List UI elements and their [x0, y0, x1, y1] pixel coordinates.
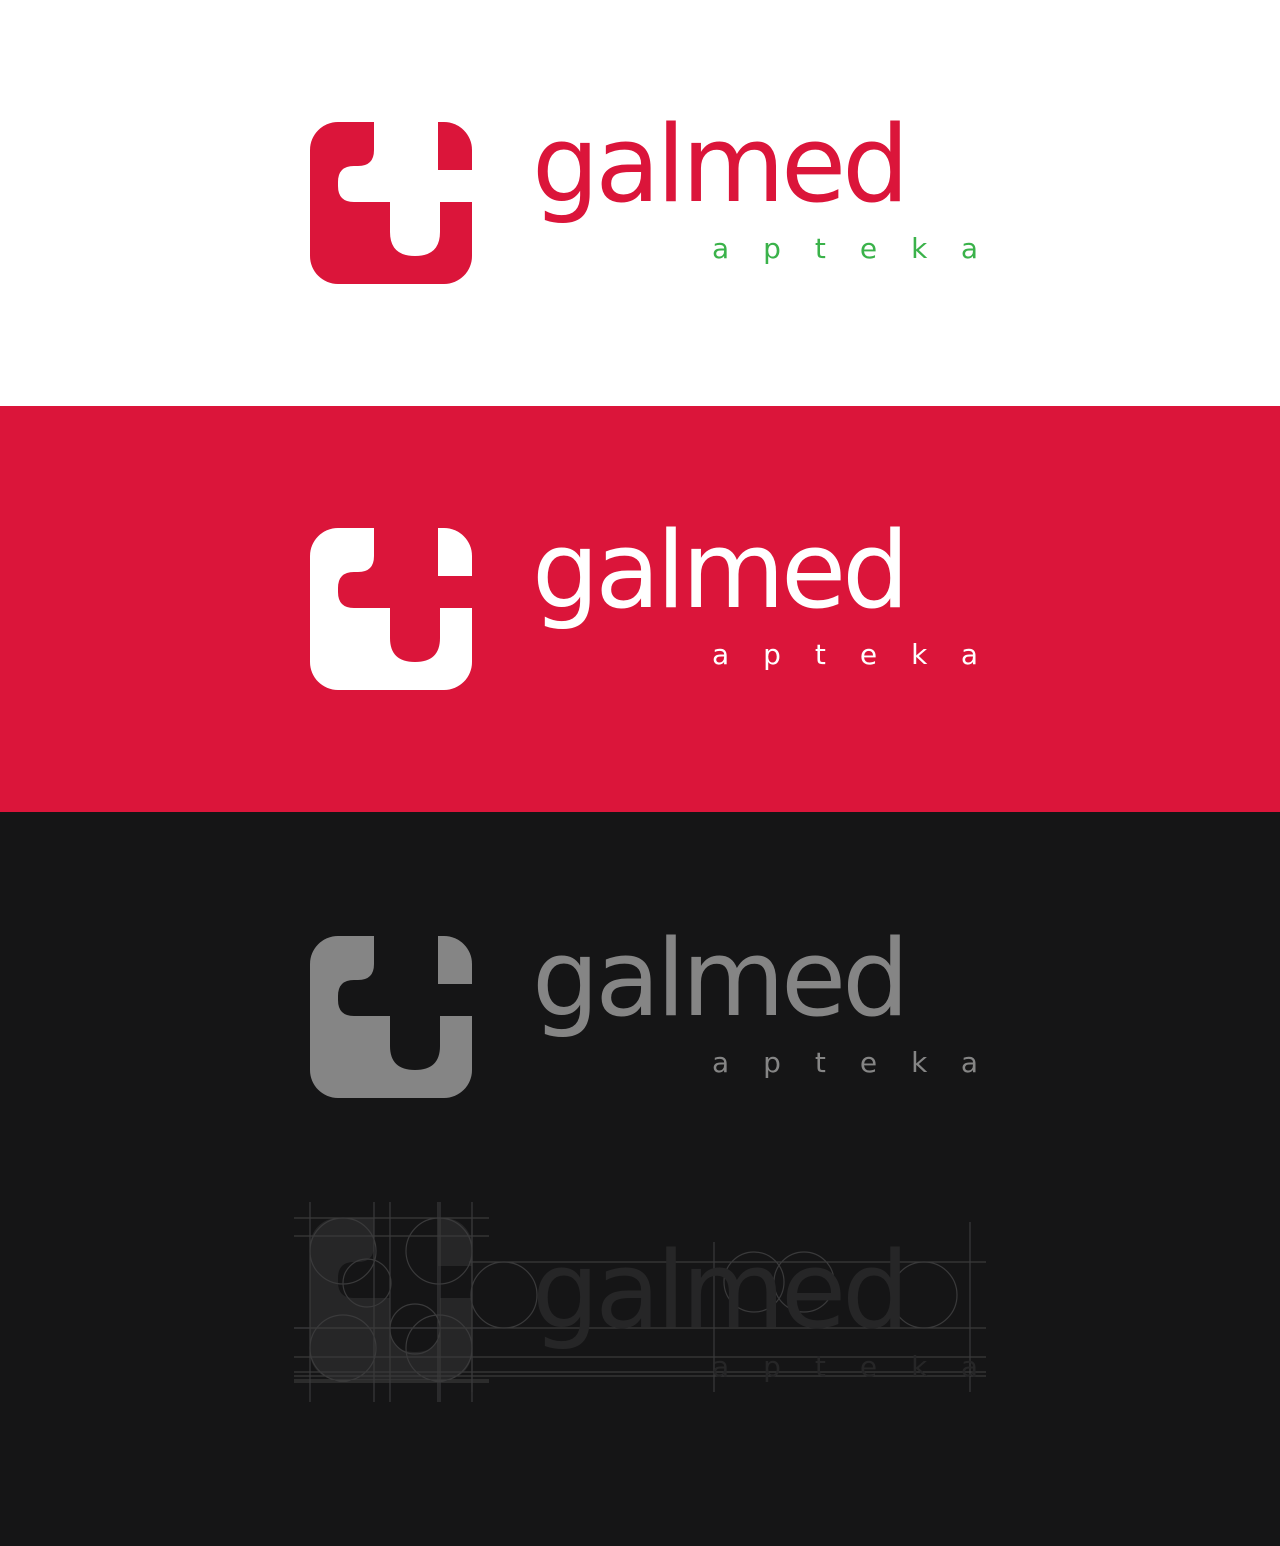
brand-subtitle: apteka: [712, 638, 1013, 671]
brand-name: galmed: [532, 103, 909, 226]
galmed-logo: galmed apteka: [310, 518, 1013, 690]
logo-panel-red: galmed apteka: [0, 406, 1280, 812]
brand-name: galmed: [532, 509, 909, 632]
brand-subtitle: apteka: [712, 232, 1013, 265]
logo-panel-white: galmed apteka: [0, 0, 1280, 406]
logo-construction-grid: galmed apteka: [294, 1202, 994, 1402]
brand-name: galmed: [532, 917, 909, 1040]
logo-panel-dark: galmed apteka: [0, 812, 1280, 1546]
medical-cross-icon: [310, 936, 472, 1098]
brand-name: galmed: [532, 1229, 909, 1352]
brand-subtitle: apteka: [712, 1046, 1013, 1079]
galmed-logo: galmed apteka: [310, 926, 1013, 1098]
medical-cross-icon: [310, 528, 472, 690]
brand-subtitle: apteka: [712, 1350, 1013, 1383]
medical-cross-icon: [310, 122, 472, 284]
construction-lines: [294, 1202, 986, 1402]
galmed-logo: galmed apteka: [310, 112, 1013, 284]
